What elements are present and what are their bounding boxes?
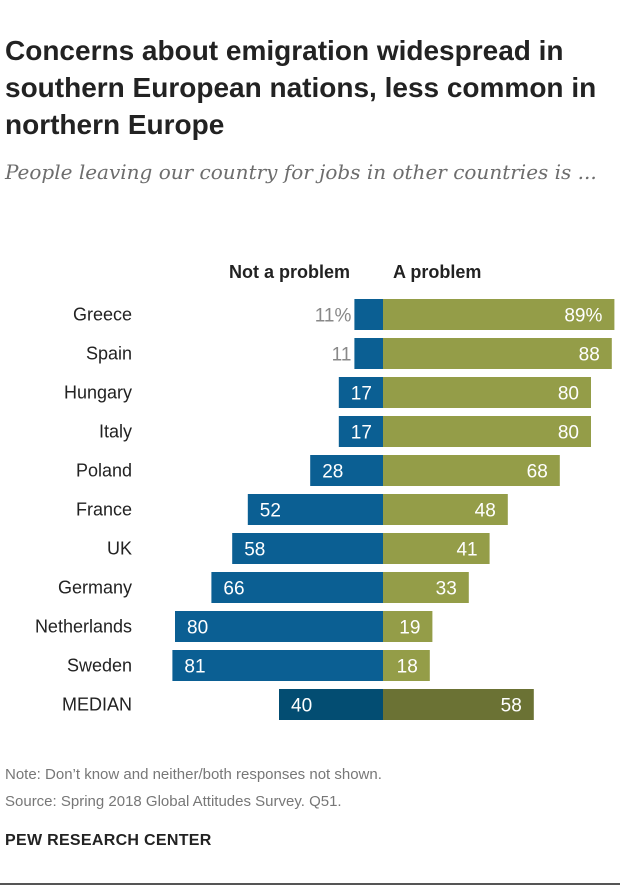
value-label-not-a-problem: 81 — [184, 657, 205, 678]
value-label-a-problem: 80 — [558, 423, 579, 444]
category-label: MEDIAN — [62, 695, 132, 715]
bar-a-problem — [383, 689, 534, 720]
bar-a-problem — [383, 611, 433, 642]
category-label: Poland — [76, 461, 132, 481]
category-label: France — [76, 500, 132, 520]
bar-not-a-problem — [247, 494, 383, 525]
value-label-a-problem: 48 — [475, 501, 496, 522]
divider — [0, 883, 620, 885]
value-label-not-a-problem: 11 — [332, 345, 352, 366]
value-label-a-problem: 58 — [501, 696, 522, 717]
category-label: Italy — [99, 422, 132, 442]
legend-a-problem: A problem — [393, 262, 482, 282]
value-label-a-problem: 18 — [397, 657, 418, 678]
value-label-a-problem: 68 — [527, 462, 548, 483]
legend-not-a-problem: Not a problem — [229, 262, 351, 282]
bar-a-problem — [383, 416, 591, 447]
bar-a-problem — [383, 455, 560, 486]
bar-a-problem — [383, 299, 615, 330]
category-label: Spain — [86, 344, 132, 364]
source: Source: Spring 2018 Global Attitudes Sur… — [5, 793, 342, 810]
category-label: UK — [107, 539, 132, 559]
value-label-a-problem: 80 — [558, 384, 579, 405]
brand-logo-text: PEW RESEARCH CENTER — [5, 832, 212, 849]
category-label: Germany — [58, 578, 132, 598]
value-label-not-a-problem: 17 — [351, 384, 372, 405]
value-label-not-a-problem: 17 — [351, 423, 372, 444]
bar-not-a-problem — [354, 338, 383, 369]
bar-not-a-problem — [175, 611, 383, 642]
bar-not-a-problem — [211, 572, 383, 603]
value-label-a-problem: 41 — [456, 540, 477, 561]
bar-not-a-problem — [338, 416, 383, 447]
category-label: Hungary — [64, 383, 132, 403]
bar-a-problem — [383, 377, 591, 408]
bar-not-a-problem — [354, 299, 383, 330]
category-label: Netherlands — [35, 617, 132, 637]
bar-not-a-problem — [310, 455, 383, 486]
value-label-not-a-problem: 52 — [260, 501, 281, 522]
bar-not-a-problem — [279, 689, 383, 720]
bar-not-a-problem — [172, 650, 383, 681]
note: Note: Don’t know and neither/both respon… — [5, 766, 382, 783]
bar-a-problem — [383, 650, 430, 681]
bar-a-problem — [383, 338, 612, 369]
category-label: Greece — [73, 305, 132, 325]
value-label-not-a-problem: 28 — [322, 462, 343, 483]
value-label-a-problem: 89% — [564, 306, 602, 327]
value-label-not-a-problem: 66 — [223, 579, 244, 600]
bar-not-a-problem — [338, 377, 383, 408]
bar-a-problem — [383, 533, 490, 564]
value-label-not-a-problem: 80 — [187, 618, 208, 639]
chart-title: Concerns about emigration widespread in … — [5, 35, 597, 140]
value-label-not-a-problem: 11% — [315, 306, 352, 327]
value-label-not-a-problem: 58 — [244, 540, 265, 561]
bar-a-problem — [383, 494, 508, 525]
bar-not-a-problem — [232, 533, 383, 564]
value-label-a-problem: 33 — [436, 579, 457, 600]
value-label-not-a-problem: 40 — [291, 696, 312, 717]
value-label-a-problem: 88 — [579, 345, 600, 366]
category-label: Sweden — [67, 656, 132, 676]
value-label-a-problem: 19 — [399, 618, 420, 639]
bar-a-problem — [383, 572, 469, 603]
chart-subtitle: People leaving our country for jobs in o… — [5, 160, 597, 184]
